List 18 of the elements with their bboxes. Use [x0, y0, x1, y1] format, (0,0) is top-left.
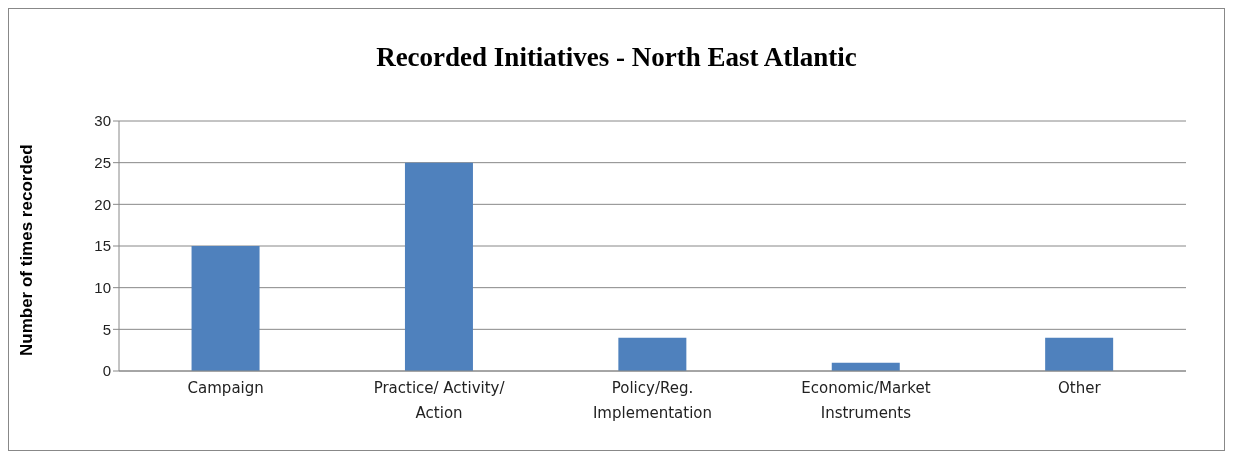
chart-title: Recorded Initiatives - North East Atlantic: [375, 40, 858, 74]
y-tick-label: 5: [102, 320, 111, 338]
x-tick-label: Policy/Reg. Implementation: [592, 379, 713, 422]
x-tick-label: Other: [1058, 379, 1102, 397]
bar: [404, 162, 473, 371]
bar: [618, 337, 687, 371]
y-tick-label: 10: [94, 278, 111, 296]
y-tick-label: 30: [94, 112, 111, 130]
x-tick-label: Practice/ Activity/ Action: [373, 379, 506, 422]
y-tick-label: 20: [94, 195, 111, 213]
bar: [191, 246, 260, 371]
y-tick-label: 15: [94, 237, 111, 255]
bar: [1045, 337, 1114, 371]
y-axis-title: Number of times recorded: [17, 144, 37, 356]
y-tick-label: 25: [94, 153, 111, 171]
x-tick-label: Economic/Market Instruments: [801, 379, 931, 422]
x-tick-label: Campaign: [187, 379, 264, 397]
y-tick-label: 0: [102, 362, 111, 380]
